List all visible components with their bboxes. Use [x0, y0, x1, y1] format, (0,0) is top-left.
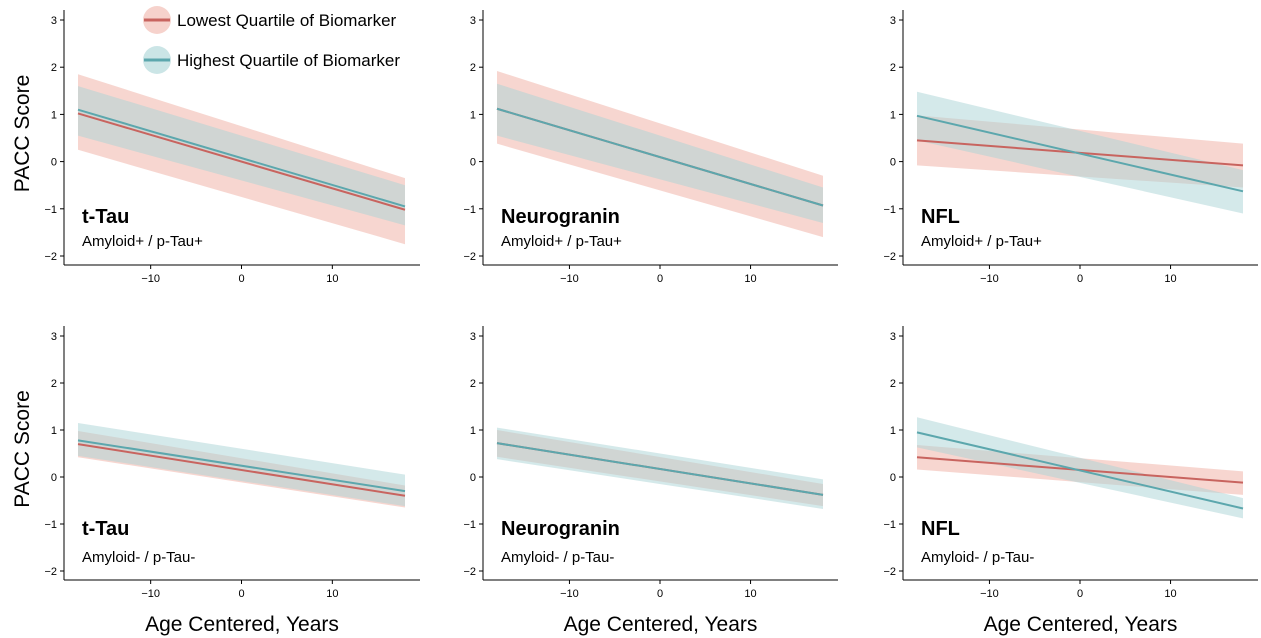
confidence-band-high	[78, 86, 405, 226]
y-tick-label: 0	[890, 472, 896, 484]
x-axis-title: Age Centered, Years	[984, 613, 1178, 636]
x-tick-label: 10	[326, 588, 338, 600]
legend-label: Lowest Quartile of Biomarker	[177, 11, 397, 30]
y-tick-label: 1	[470, 109, 476, 121]
y-tick-label: −2	[44, 251, 57, 263]
y-tick-label: 1	[51, 109, 57, 121]
y-tick-label: −2	[463, 251, 476, 263]
regression-line-high	[916, 114, 1244, 193]
x-tick-label: 10	[326, 273, 338, 285]
y-axis-title: PACC Score	[11, 75, 34, 192]
regression-line-high	[77, 439, 406, 493]
regression-line-high	[496, 107, 824, 207]
y-tick-label: −2	[463, 566, 476, 578]
y-tick-label: −1	[883, 519, 896, 531]
panel-title: NFL	[921, 206, 960, 228]
x-tick-label: −10	[980, 588, 999, 600]
y-tick-label: 0	[470, 157, 476, 169]
panel-subtitle: Amyloid- / p-Tau-	[82, 549, 195, 566]
regression-line-high	[77, 108, 406, 208]
y-tick-label: −1	[44, 519, 57, 531]
x-tick-label: 10	[1164, 588, 1176, 600]
y-tick-label: 2	[470, 62, 476, 74]
y-tick-label: 2	[890, 62, 896, 74]
y-tick-label: 2	[51, 62, 57, 74]
regression-line-high	[496, 442, 824, 496]
y-tick-label: 1	[890, 109, 896, 121]
y-tick-label: −2	[883, 566, 896, 578]
y-tick-label: 3	[51, 15, 57, 27]
regression-line-low	[77, 443, 406, 497]
legend: Lowest Quartile of Biomarker Highest Quar…	[143, 6, 400, 74]
y-tick-label: 2	[890, 378, 896, 390]
y-tick-label: −1	[463, 204, 476, 216]
panel-subtitle: Amyloid+ / p-Tau+	[82, 233, 203, 250]
x-tick-label: 0	[657, 273, 663, 285]
y-tick-label: −1	[463, 519, 476, 531]
y-tick-label: 3	[470, 331, 476, 343]
y-tick-label: 2	[51, 378, 57, 390]
y-tick-label: −1	[883, 204, 896, 216]
y-tick-label: 0	[51, 157, 57, 169]
x-tick-label: 0	[238, 588, 244, 600]
x-axis-title: Age Centered, Years	[145, 613, 339, 636]
confidence-band-high	[78, 422, 405, 507]
panel-subtitle: Amyloid+ / p-Tau+	[501, 233, 622, 250]
y-tick-label: 2	[470, 378, 476, 390]
x-tick-label: 0	[1077, 273, 1083, 285]
y-tick-label: 3	[890, 15, 896, 27]
x-tick-label: −10	[980, 273, 999, 285]
regression-line-low	[77, 112, 406, 211]
panel-title: Neurogranin	[501, 206, 620, 228]
x-tick-label: 0	[657, 588, 663, 600]
y-tick-label: 1	[470, 425, 476, 437]
confidence-band-high	[917, 417, 1243, 519]
panel-title: Neurogranin	[501, 518, 620, 540]
y-tick-label: 3	[890, 331, 896, 343]
y-tick-label: −2	[883, 251, 896, 263]
x-tick-label: 0	[1077, 588, 1083, 600]
regression-line-high	[916, 431, 1244, 510]
x-tick-label: −10	[560, 588, 579, 600]
x-axis-title: Age Centered, Years	[564, 613, 758, 636]
y-tick-label: −1	[44, 204, 57, 216]
panel-title: t-Tau	[82, 518, 129, 540]
confidence-band-high	[497, 83, 823, 223]
y-tick-label: 1	[51, 425, 57, 437]
y-tick-label: −2	[44, 566, 57, 578]
x-tick-label: 10	[1164, 273, 1176, 285]
panel-subtitle: Amyloid- / p-Tau-	[921, 549, 1034, 566]
panel-subtitle: Amyloid- / p-Tau-	[501, 549, 614, 566]
y-tick-label: 1	[890, 425, 896, 437]
x-tick-label: 10	[744, 588, 756, 600]
panel-title: t-Tau	[82, 206, 129, 228]
y-tick-label: 3	[51, 331, 57, 343]
panel-title: NFL	[921, 518, 960, 540]
y-tick-label: 3	[470, 15, 476, 27]
y-tick-label: 0	[890, 157, 896, 169]
y-tick-label: 0	[470, 472, 476, 484]
x-tick-label: −10	[560, 273, 579, 285]
legend-label: Highest Quartile of Biomarker	[177, 51, 400, 70]
panel-subtitle: Amyloid+ / p-Tau+	[921, 233, 1042, 250]
x-tick-label: 10	[744, 273, 756, 285]
y-tick-label: 0	[51, 472, 57, 484]
x-tick-label: 0	[238, 273, 244, 285]
x-tick-label: −10	[141, 273, 160, 285]
x-tick-label: −10	[141, 588, 160, 600]
y-axis-title: PACC Score	[11, 390, 34, 507]
